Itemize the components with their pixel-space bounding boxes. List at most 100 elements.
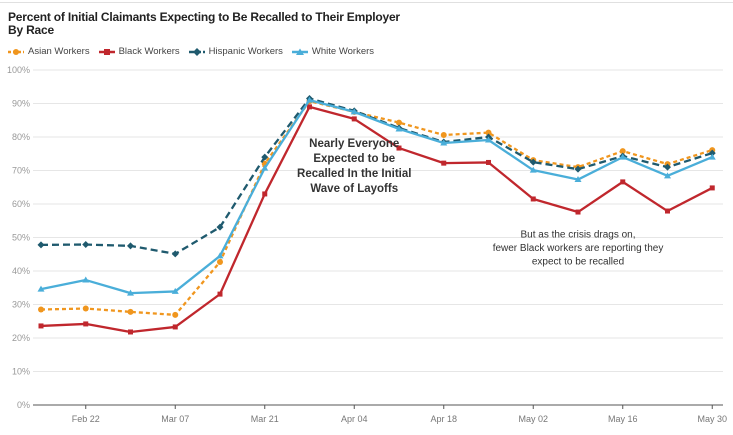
x-tick-label: May 30 bbox=[697, 414, 727, 424]
series-group bbox=[37, 94, 716, 335]
x-tick-label: Apr 04 bbox=[341, 414, 368, 424]
data-point-hispanic bbox=[82, 241, 90, 249]
x-tick-label: Apr 18 bbox=[430, 414, 457, 424]
series-line-hispanic bbox=[40, 97, 713, 256]
data-point-white bbox=[261, 164, 269, 171]
data-point-white bbox=[529, 166, 537, 173]
y-tick-label: 20% bbox=[12, 333, 30, 343]
data-point-hispanic bbox=[708, 149, 716, 157]
annotation-text: Expected to be bbox=[313, 153, 395, 165]
y-tick-label: 60% bbox=[12, 199, 30, 209]
legend-marker-asian-icon bbox=[8, 48, 24, 55]
y-tick-label: 30% bbox=[12, 300, 30, 310]
y-tick-label: 40% bbox=[12, 266, 30, 276]
data-point-hispanic bbox=[216, 223, 224, 231]
legend: Asian Workers Black Workers Hispanic Wor… bbox=[8, 46, 374, 57]
data-point-white bbox=[306, 96, 313, 103]
data-point-black bbox=[709, 185, 715, 191]
data-point-white bbox=[664, 172, 671, 179]
legend-item-black[interactable]: Black Workers bbox=[98, 46, 180, 57]
data-point-white bbox=[350, 108, 358, 115]
data-point-black bbox=[396, 145, 402, 151]
annotation-text: Nearly Everyone bbox=[309, 138, 399, 150]
x-tick-label: Mar 07 bbox=[161, 414, 189, 424]
data-point-black bbox=[351, 116, 357, 122]
data-point-black bbox=[262, 191, 268, 197]
data-point-white bbox=[37, 285, 45, 292]
data-point-black bbox=[486, 159, 491, 165]
chart-subtitle: By Race bbox=[8, 23, 54, 37]
annotation-text: Wave of Layoffs bbox=[310, 183, 398, 195]
data-point-white bbox=[127, 289, 134, 296]
data-point-black bbox=[441, 160, 447, 166]
data-point-hispanic bbox=[127, 242, 134, 250]
annotation-text: expect to be recalled bbox=[532, 257, 624, 268]
x-tick-label: May 16 bbox=[608, 414, 638, 424]
gridlines bbox=[33, 69, 723, 372]
data-point-hispanic bbox=[664, 163, 671, 171]
y-axis: 0% 10% 20% 30% 40% 50% 60% 70% 80% 90% 100% bbox=[7, 65, 30, 410]
annotation-text: Recalled In the Initial bbox=[297, 168, 411, 180]
data-point-white bbox=[440, 139, 448, 146]
x-axis: Feb 22 Mar 07 Mar 21 Apr 04 Apr 18 May 02 May … bbox=[33, 404, 727, 424]
chart-title-main: Percent of Initial Claimants Expecting t… bbox=[8, 10, 400, 24]
data-point-black bbox=[307, 104, 312, 110]
data-point-asian bbox=[82, 305, 89, 312]
y-tick-label: 70% bbox=[12, 166, 30, 176]
x-tick-label: Mar 21 bbox=[251, 414, 279, 424]
series-white bbox=[37, 96, 716, 296]
data-point-asian bbox=[619, 148, 626, 155]
x-tick-label: May 02 bbox=[518, 414, 548, 424]
y-tick-label: 80% bbox=[12, 132, 30, 142]
legend-label-asian: Asian Workers bbox=[28, 46, 90, 57]
legend-item-asian[interactable]: Asian Workers bbox=[8, 46, 90, 57]
legend-item-white[interactable]: White Workers bbox=[291, 46, 375, 57]
data-point-white bbox=[216, 252, 224, 259]
legend-label-black: Black Workers bbox=[118, 46, 180, 57]
data-point-asian bbox=[440, 131, 447, 138]
data-point-white bbox=[708, 153, 716, 160]
data-point-hispanic bbox=[261, 153, 269, 161]
x-tick-label: Feb 22 bbox=[72, 414, 100, 424]
data-point-asian bbox=[127, 308, 134, 315]
y-tick-label: 50% bbox=[12, 233, 30, 243]
data-point-black bbox=[172, 324, 178, 330]
data-point-asian bbox=[396, 119, 402, 126]
series-black bbox=[38, 104, 715, 335]
legend-marker-hispanic-icon bbox=[188, 47, 205, 56]
data-point-asian bbox=[217, 258, 223, 265]
series-line-asian bbox=[40, 100, 713, 317]
data-point-hispanic bbox=[37, 241, 45, 249]
legend-item-hispanic[interactable]: Hispanic Workers bbox=[188, 46, 283, 57]
data-point-white bbox=[82, 276, 90, 283]
data-point-white bbox=[574, 176, 582, 183]
data-point-white bbox=[619, 153, 627, 160]
series-line-black bbox=[40, 105, 713, 334]
data-point-black bbox=[665, 208, 670, 214]
annotation-text: fewer Black workers are reporting they bbox=[493, 243, 664, 254]
legend-marker-black-icon bbox=[98, 48, 115, 55]
data-point-black bbox=[620, 179, 626, 185]
legend-label-hispanic: Hispanic Workers bbox=[208, 46, 283, 57]
data-point-asian bbox=[38, 306, 44, 313]
top-border bbox=[0, 2, 733, 3]
y-tick-label: 90% bbox=[12, 99, 30, 109]
data-point-white bbox=[395, 125, 403, 132]
data-point-asian bbox=[172, 311, 179, 318]
data-point-black bbox=[530, 196, 536, 202]
y-tick-label: 10% bbox=[12, 367, 30, 377]
series-line-white bbox=[40, 99, 713, 295]
y-tick-label: 100% bbox=[7, 65, 30, 75]
data-point-hispanic bbox=[171, 250, 179, 258]
series-asian bbox=[38, 98, 716, 318]
chart-title: Percent of Initial Claimants Expecting t… bbox=[8, 11, 400, 37]
data-point-white bbox=[171, 287, 179, 294]
legend-label-white: White Workers bbox=[311, 46, 375, 57]
data-point-black bbox=[575, 209, 581, 215]
data-point-hispanic bbox=[529, 158, 537, 166]
annotation-text: But as the crisis drags on, bbox=[520, 230, 635, 241]
data-point-hispanic bbox=[574, 165, 582, 173]
data-point-black bbox=[83, 321, 89, 327]
data-point-asian bbox=[485, 129, 492, 136]
